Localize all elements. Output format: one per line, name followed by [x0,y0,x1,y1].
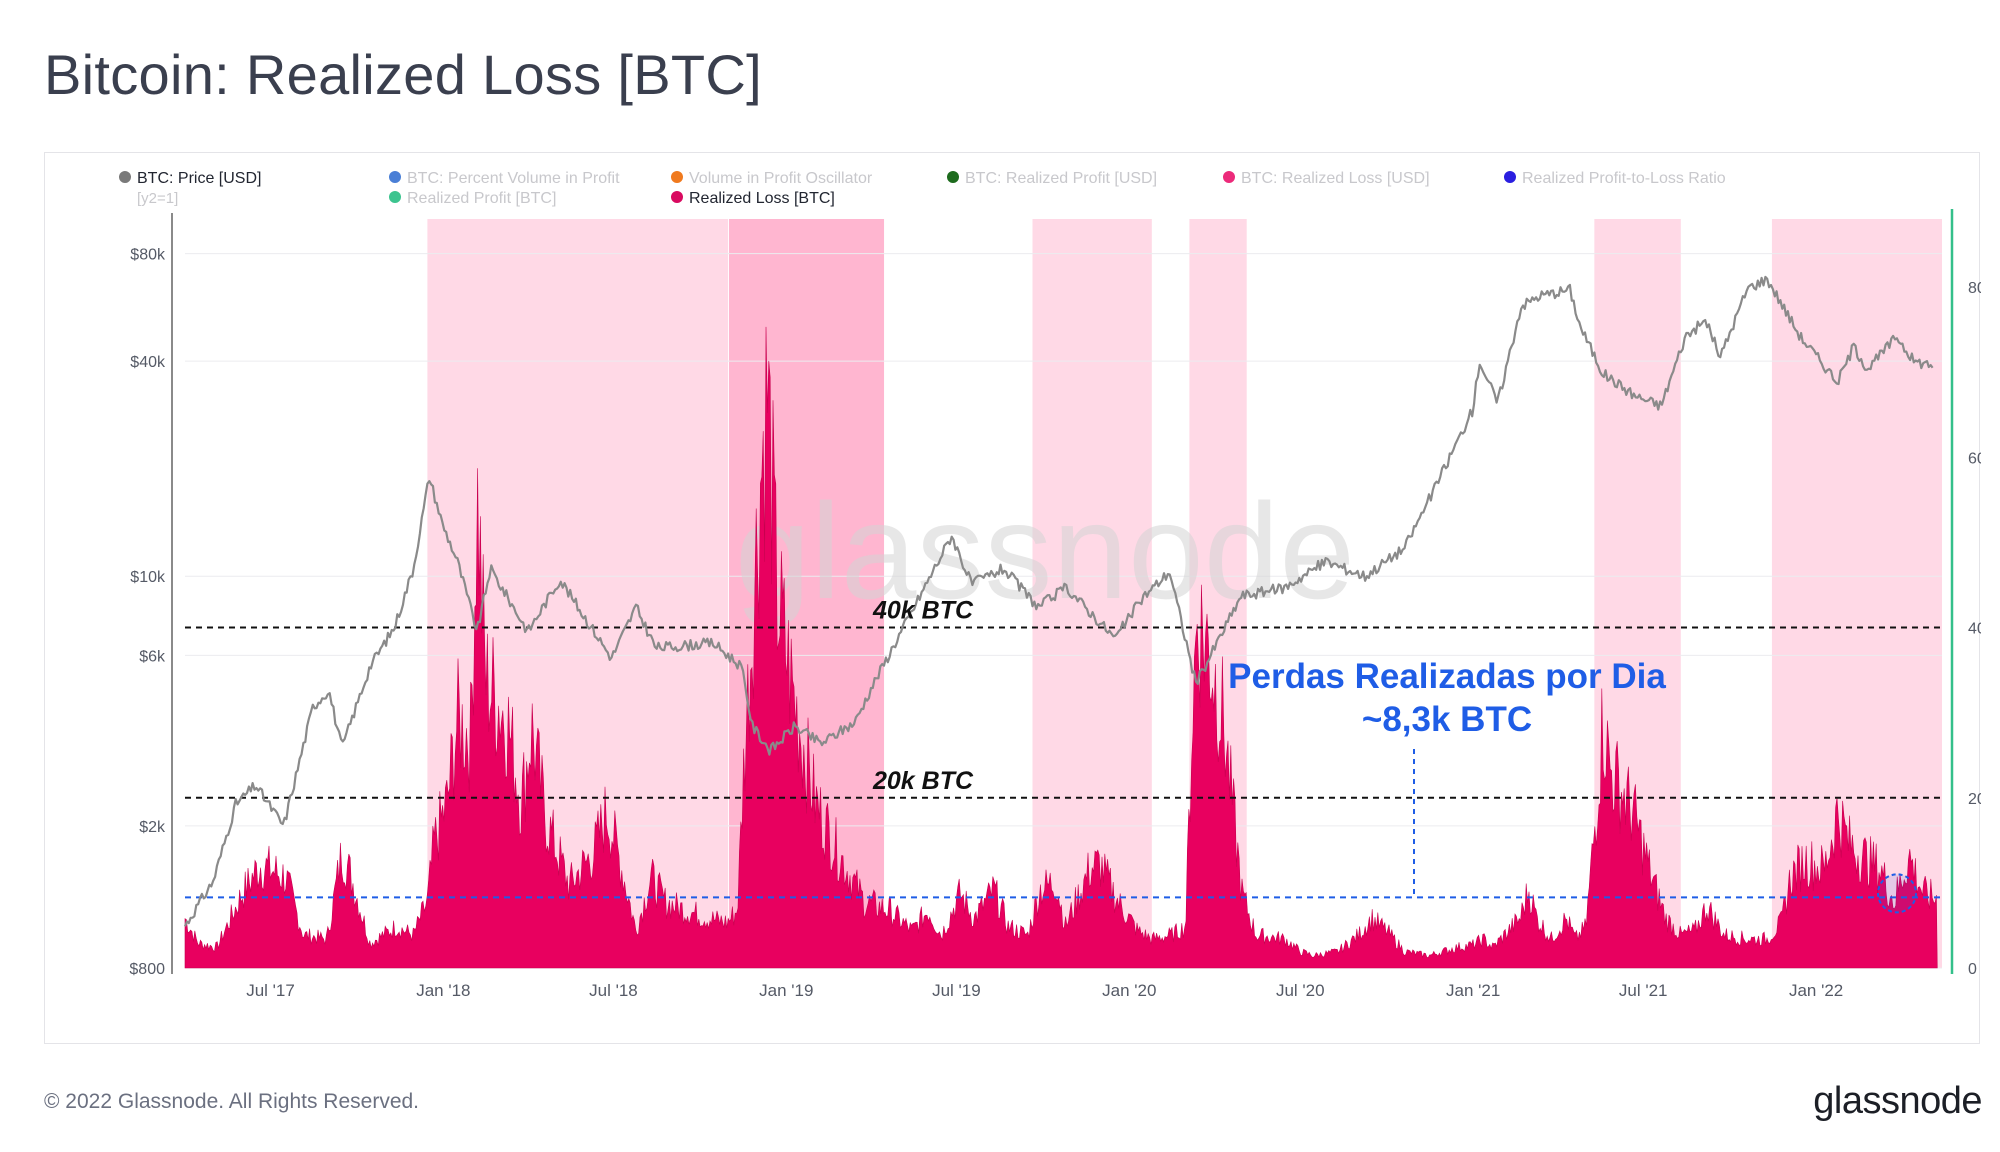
legend-label: Volume in Profit Oscillator [689,170,873,187]
x-axis-tick-label: Jan '21 [1446,981,1500,1000]
legend-label: Realized Profit [BTC] [407,190,556,207]
label-40k-btc: 40k BTC [872,597,974,625]
x-axis-tick-label: Jan '22 [1789,981,1843,1000]
left-axis-tick-label: $800 [129,961,165,978]
left-axis-tick-label: $40k [130,354,166,371]
regime-band-6 [1771,219,1942,968]
legend-marker [1504,171,1516,183]
legend-label: Realized Profit-to-Loss Ratio [1522,170,1726,187]
left-axis-tick-label: $10k [130,569,166,586]
label-20k-btc: 20k BTC [872,767,974,795]
legend-marker [671,191,683,203]
legend-item[interactable]: BTC: Realized Loss [USD] [1223,170,1430,187]
legend-label: BTC: Realized Loss [USD] [1241,170,1430,187]
x-axis-tick-label: Jul '17 [246,981,295,1000]
right-axis-tick-label: 20K [1968,791,1981,808]
legend-marker [1223,171,1235,183]
x-axis-tick-label: Jan '19 [759,981,813,1000]
legend: BTC: Price [USD] [y2=1] BTC: Percent Volum… [119,170,1726,207]
legend-label: BTC: Price [USD] [137,170,261,187]
left-axis-tick-label: $6k [139,648,166,665]
x-axis-tick-label: Jan '18 [416,981,470,1000]
x-axis-tick-label: Jul '18 [589,981,638,1000]
right-axis-tick-label: 80K [1968,280,1981,297]
legend-sublabel: [y2=1] [137,190,178,207]
legend-marker [119,171,131,183]
x-axis-tick-label: Jul '20 [1276,981,1325,1000]
callout-value: ~8,3k BTC [1362,700,1532,739]
chart: glassnode $800 $2k $6k $10k $40k $80k 0 20K 40K 6… [119,170,1981,1000]
callout-title: Perdas Realizadas por Dia [1228,657,1666,696]
right-axis-tick-label: 40K [1968,621,1981,638]
legend-item[interactable]: Volume in Profit Oscillator [671,170,873,187]
realized-loss-series [184,326,1938,969]
legend-item[interactable]: Realized Profit [BTC] [389,190,556,207]
right-axis-tick-label: 0 [1968,961,1977,978]
legend-label: BTC: Realized Profit [USD] [965,170,1157,187]
legend-item[interactable]: BTC: Realized Profit [USD] [947,170,1157,187]
glassnode-logo[interactable]: glassnode [1813,1080,1982,1122]
threshold-lines [185,626,1942,899]
watermark: glassnode [735,475,1355,627]
legend-item[interactable]: Realized Loss [BTC] [671,190,835,207]
left-axis-tick-label: $2k [139,819,166,836]
copyright-text: © 2022 Glassnode. All Rights Reserved. [44,1090,420,1113]
x-axis-tick-label: Jul '21 [1619,981,1668,1000]
legend-item[interactable]: BTC: Percent Volume in Profit [389,170,620,187]
price-series [183,275,1934,927]
annotations: 40k BTC 20k BTC Perdas Realizadas por Dia ~… [872,597,1917,914]
legend-item[interactable]: BTC: Price [USD] [y2=1] [119,170,261,207]
axes: $800 $2k $6k $10k $40k $80k 0 20K 40K 60K 80K Jul '… [129,209,1981,1000]
realized-loss-area [184,326,1938,969]
legend-label: BTC: Percent Volume in Profit [407,170,620,187]
x-axis-tick-label: Jan '20 [1102,981,1156,1000]
x-axis-tick-label: Jul '19 [932,981,981,1000]
legend-marker [389,191,401,203]
legend-item[interactable]: Realized Profit-to-Loss Ratio [1504,170,1726,187]
legend-marker [671,171,683,183]
current-value-marker [1877,873,1917,914]
right-axis-tick-label: 60K [1968,450,1981,467]
legend-label: Realized Loss [BTC] [689,190,835,207]
page-title: Bitcoin: Realized Loss [BTC] [44,43,763,106]
price-line [183,275,1934,927]
regime-band-3 [1032,219,1152,968]
legend-marker [389,171,401,183]
chart-frame: glassnode $800 $2k $6k $10k $40k $80k 0 20K 40K 6… [44,152,1981,1044]
legend-marker [947,171,959,183]
left-axis-tick-label: $80k [130,247,166,264]
